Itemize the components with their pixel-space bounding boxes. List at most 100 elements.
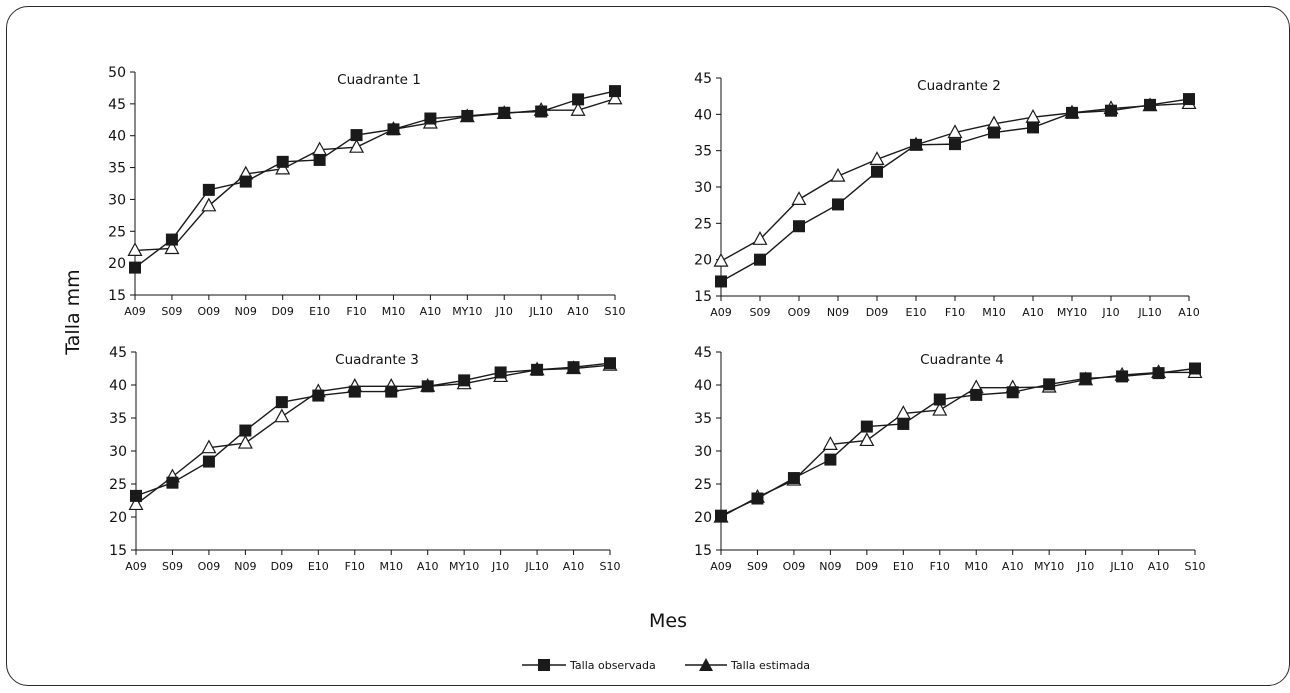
observed-point	[535, 105, 548, 118]
x-tick-label: A10	[1148, 560, 1170, 573]
x-tick-label: A10	[563, 560, 585, 573]
x-tick-label: A09	[125, 560, 147, 573]
observed-point	[421, 380, 434, 393]
observed-point	[832, 198, 844, 211]
observed-series-line	[134, 90, 616, 269]
x-tick-label: N09	[235, 305, 257, 318]
x-tick-label: E10	[308, 560, 329, 573]
observed-point	[1189, 362, 1201, 375]
x-tick-label: D09	[271, 305, 293, 318]
estimated-point	[164, 240, 180, 255]
estimated-point	[237, 434, 253, 449]
observed-point	[1144, 98, 1156, 111]
x-tick-label: M10	[382, 305, 406, 318]
observed-point	[166, 476, 179, 489]
estimated-point	[822, 436, 838, 450]
y-tick-label: 30	[694, 444, 712, 460]
legend-estimated-marker	[699, 658, 713, 671]
y-tick-label: 40	[694, 378, 712, 394]
x-tick-label: JL10	[528, 305, 552, 318]
y-tick-label: 40	[109, 378, 127, 394]
x-tick-label: M10	[379, 560, 403, 573]
y-tick-label: 25	[694, 216, 712, 232]
y-tick-label: 15	[694, 289, 712, 305]
observed-point	[1152, 367, 1165, 380]
chart-panel-3: 15 20 25 30 35 40 45 A09 S09 O09 N09 D09 E10 F10 M10 A1…	[109, 345, 620, 573]
x-tick-label: F10	[345, 560, 365, 573]
y-tick-label: 20	[109, 510, 127, 526]
x-tick-label: J10	[1076, 560, 1094, 573]
observed-point	[1066, 106, 1078, 119]
y-tick-label: 45	[694, 71, 712, 87]
x-tick-label: MY10	[1057, 306, 1087, 319]
chart-title: Cuadrante 1	[337, 72, 421, 88]
observed-point	[312, 389, 325, 402]
observed-point	[793, 220, 805, 233]
estimated-series-line	[134, 98, 616, 252]
x-tick-label: A10	[1002, 560, 1024, 573]
observed-point	[461, 109, 474, 122]
observed-point	[387, 123, 400, 136]
y-tick-label: 45	[109, 345, 127, 361]
observed-point	[604, 357, 616, 370]
observed-series-line	[720, 367, 1196, 517]
x-tick-label: A10	[1178, 306, 1200, 319]
y-tick-label: 20	[694, 510, 712, 526]
legend-observed-marker	[538, 659, 550, 671]
y-tick-label: 50	[108, 65, 126, 81]
observed-point	[531, 363, 544, 376]
y-tick-label: 40	[108, 129, 126, 145]
observed-point	[202, 183, 215, 196]
observed-point	[1006, 386, 1019, 399]
x-tick-label: M10	[982, 306, 1006, 319]
observed-point	[824, 453, 837, 466]
x-tick-label: E10	[906, 306, 927, 319]
x-tick-label: D09	[856, 560, 878, 573]
x-tick-label: E10	[893, 560, 914, 573]
chart-panel-1: 15 20 25 30 35 40 45 50 A09 S09 O09 N09 D09 E10 F10 M10…	[108, 65, 625, 318]
y-tick-label: 45	[694, 345, 712, 361]
x-tick-label: F10	[930, 560, 950, 573]
estimated-point	[791, 191, 807, 205]
x-tick-label: S09	[747, 560, 768, 573]
x-tick-label: N09	[827, 306, 849, 319]
observed-point	[313, 153, 326, 166]
chart-title: Cuadrante 3	[335, 352, 419, 368]
y-tick-label: 35	[108, 161, 126, 177]
observed-point	[910, 138, 922, 151]
estimated-series-line	[720, 371, 1195, 518]
estimated-point	[201, 439, 217, 454]
observed-point	[494, 366, 507, 379]
x-tick-label: O09	[783, 560, 806, 573]
y-tick-label: 20	[108, 256, 126, 272]
observed-point	[860, 420, 873, 433]
observed-point	[754, 253, 766, 266]
observed-point	[572, 93, 585, 106]
observed-point	[239, 424, 252, 437]
y-tick-label: 15	[694, 543, 712, 559]
chart-panel-2: 15 20 25 30 35 40 45 A09 S09 O09 N09 D09 E10 F10 M10 A1…	[694, 71, 1200, 319]
x-tick-label: JL10	[1137, 306, 1161, 319]
observed-point	[609, 85, 621, 98]
x-tick-label: S09	[162, 560, 183, 573]
estimated-point	[274, 408, 290, 423]
x-tick-label: MY10	[452, 305, 482, 318]
observed-point	[1043, 378, 1056, 391]
observed-point	[129, 261, 141, 274]
legend-estimated-label: Talla estimada	[730, 659, 810, 672]
observed-point	[1027, 121, 1039, 134]
y-tick-label: 35	[109, 411, 127, 427]
y-tick-label: 40	[694, 107, 712, 123]
estimated-point	[201, 197, 217, 212]
x-tick-label: F10	[945, 306, 965, 319]
y-tick-label: 25	[694, 477, 712, 493]
estimated-point	[607, 90, 623, 105]
y-tick-label: 35	[694, 144, 712, 160]
estimated-point	[127, 242, 143, 256]
observed-point	[458, 374, 471, 387]
estimated-point	[859, 432, 875, 447]
x-tick-label: O09	[198, 560, 221, 573]
observed-point	[348, 385, 361, 398]
observed-point	[933, 393, 946, 406]
estimated-point	[713, 252, 729, 267]
